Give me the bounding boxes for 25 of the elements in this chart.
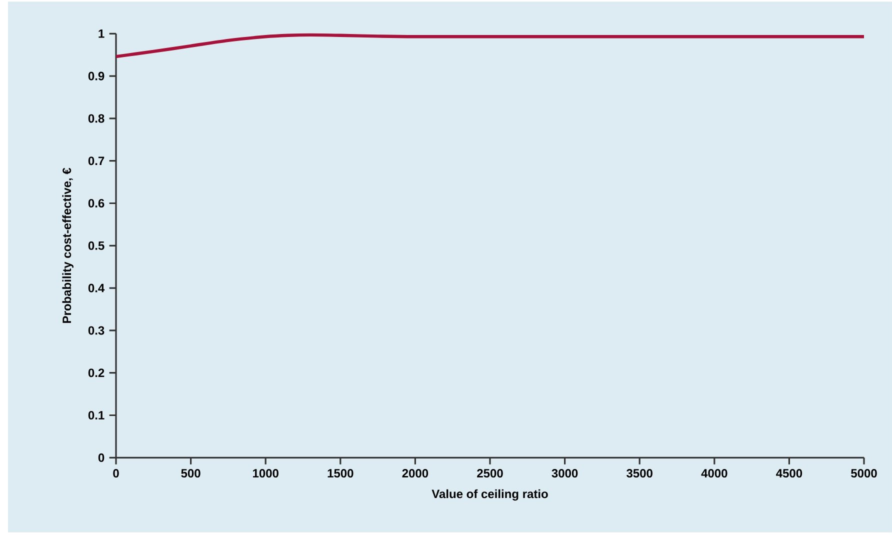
- y-tick-label: 0.8: [88, 114, 104, 123]
- x-tick-label: 4500: [776, 469, 802, 478]
- y-tick-label: 0.4: [88, 284, 105, 292]
- x-tick-label: 5000: [851, 469, 877, 478]
- x-tick-label: 3000: [552, 469, 578, 478]
- x-tick-label: 0: [113, 469, 119, 478]
- x-tick-label: 4000: [701, 469, 728, 478]
- x-tick-label: 2000: [402, 469, 428, 478]
- y-tick-label: 0.6: [88, 199, 104, 208]
- x-tick-label: 3500: [626, 469, 652, 478]
- y-tick-label: 0.3: [88, 326, 104, 335]
- x-tick-label: 2500: [477, 469, 503, 478]
- x-tick-label: 500: [181, 469, 200, 478]
- line-series: [114, 33, 866, 58]
- x-tick-label: 1000: [253, 469, 278, 478]
- y-tick-label: 0.1: [88, 411, 104, 420]
- y-tick-label: 0.9: [88, 72, 104, 80]
- y-tick-label: 0.7: [88, 156, 104, 166]
- y-tick-label: 0.2: [88, 368, 104, 378]
- y-tick-label: 0.5: [88, 241, 104, 250]
- x-tick-label: 1500: [328, 469, 354, 478]
- y-tick-label: 1: [98, 30, 104, 38]
- x-axis-title: Value of ceiling ratio: [432, 489, 548, 501]
- y-tick-label: 0: [98, 453, 104, 462]
- y-axis-title: Probability cost-effective, €: [62, 168, 74, 323]
